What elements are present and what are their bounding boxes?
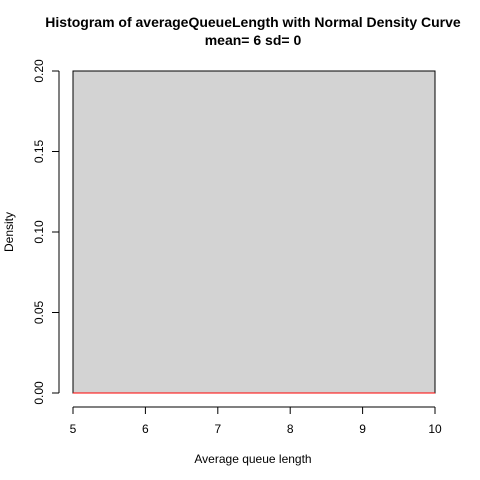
y-tick-label-3: 0.15 — [32, 139, 46, 163]
x-tick-label-1: 6 — [142, 422, 149, 436]
chart-subtitle: mean= 6 sd= 0 — [205, 32, 302, 48]
x-tick-label-5: 10 — [428, 422, 442, 436]
y-axis: 0.00 0.05 0.10 0.15 0.20 — [32, 59, 59, 405]
chart-title: Histogram of averageQueueLength with Nor… — [45, 14, 461, 30]
y-tick-label-4: 0.20 — [32, 59, 46, 83]
y-tick-label-1: 0.05 — [32, 300, 46, 324]
histogram-bars — [73, 71, 435, 393]
x-tick-label-3: 8 — [287, 422, 294, 436]
y-tick-label-0: 0.00 — [32, 381, 46, 405]
histogram-bar-0 — [73, 71, 435, 393]
x-axis: 5 6 7 8 9 10 — [70, 407, 442, 436]
x-tick-label-0: 5 — [70, 422, 77, 436]
x-axis-label: Average queue length — [194, 452, 311, 466]
y-axis-label: Density — [2, 212, 16, 252]
y-tick-label-2: 0.10 — [32, 220, 46, 244]
x-tick-label-4: 9 — [359, 422, 366, 436]
x-tick-label-2: 7 — [214, 422, 221, 436]
